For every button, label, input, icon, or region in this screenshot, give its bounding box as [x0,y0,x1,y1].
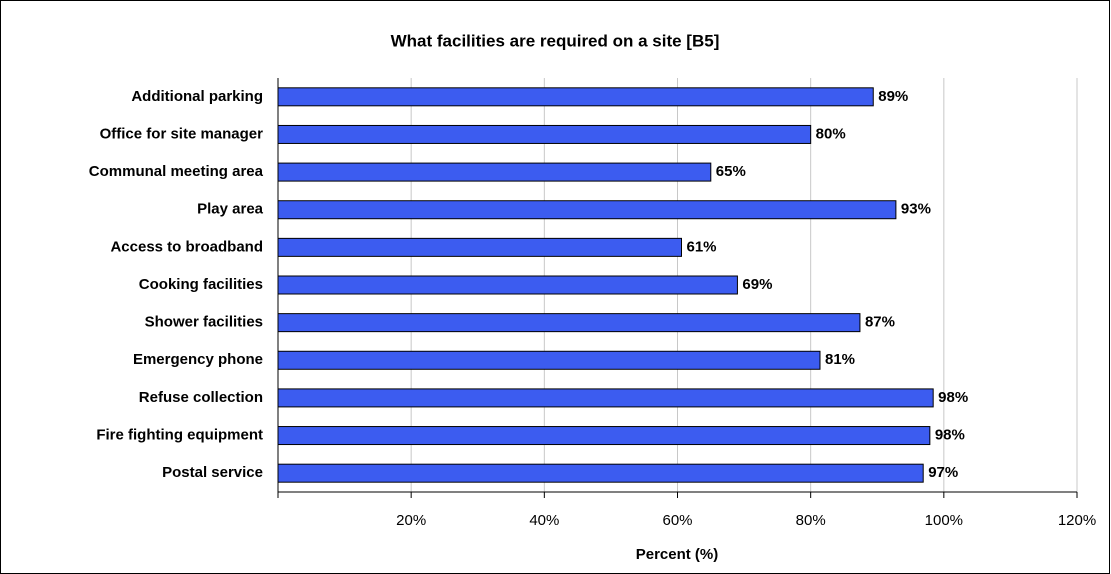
bar [277,200,897,220]
x-axis-title: Percent (%) [636,546,719,563]
y-tick-label: Office for site manager [100,125,264,142]
y-tick-label: Shower facilities [145,314,263,331]
y-tick-label: Refuse collection [139,389,263,406]
data-label: 80% [816,125,846,142]
bar [277,124,812,144]
y-tick-label: Emergency phone [133,351,263,368]
data-label: 81% [825,351,855,368]
bar [277,426,931,446]
x-tick-label: 80% [796,512,826,529]
data-label: 89% [878,88,908,105]
data-label: 98% [935,427,965,444]
bar [277,237,682,257]
data-label: 97% [928,464,958,481]
x-tick-label: 40% [529,512,559,529]
data-label: 98% [938,389,968,406]
y-tick-label: Communal meeting area [89,163,264,180]
data-label: 87% [865,314,895,331]
y-tick-label: Play area [197,201,264,218]
bar [277,162,712,182]
x-tick-label: 120% [1058,512,1096,529]
y-tick-label: Access to broadband [110,238,263,255]
x-tick-label: 100% [925,512,963,529]
bar [277,388,934,408]
bar [277,275,738,295]
chart-title: What facilities are required on a site [… [391,31,720,50]
data-label: 69% [742,276,772,293]
bar [277,313,861,333]
y-tick-label: Fire fighting equipment [96,427,263,444]
y-tick-label: Cooking facilities [139,276,263,293]
data-label: 65% [716,163,746,180]
data-label: 93% [901,201,931,218]
bar [277,463,924,483]
x-tick-label: 20% [396,512,426,529]
y-tick-label: Additional parking [131,88,263,105]
x-tick-label: 60% [662,512,692,529]
bar [277,87,874,107]
bar [277,350,821,370]
y-tick-label: Postal service [162,464,263,481]
data-label: 61% [686,238,716,255]
